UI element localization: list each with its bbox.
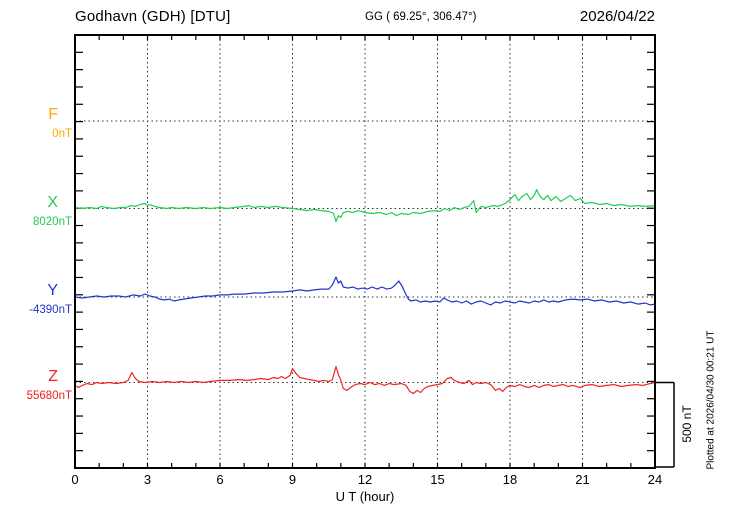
x-tick-label-15: 15 bbox=[430, 472, 445, 487]
x-tick-label-3: 3 bbox=[143, 472, 152, 487]
plot-date: 2026/04/22 bbox=[579, 8, 655, 25]
x-tick-label-21: 21 bbox=[575, 472, 590, 487]
trace-Z bbox=[74, 365, 656, 395]
station-title: Godhavn (GDH) [DTU] bbox=[75, 8, 231, 25]
component-label-F: F bbox=[48, 106, 58, 123]
x-tick-label-0: 0 bbox=[71, 472, 79, 487]
scale-bar-label: 500 nT bbox=[680, 405, 694, 443]
component-baseline-value-Z: 55680nT bbox=[26, 389, 72, 402]
x-tick-label-24: 24 bbox=[647, 472, 663, 487]
component-label-Y: Y bbox=[47, 282, 58, 299]
trace-X bbox=[74, 189, 656, 223]
x-tick-label-18: 18 bbox=[502, 472, 518, 487]
trace-Y bbox=[74, 276, 656, 306]
plotted-at-timestamp: Plotted at 2026/04/30 00:21 UT bbox=[705, 330, 717, 470]
component-baseline-value-X: 8020nT bbox=[32, 215, 72, 228]
x-tick-label-6: 6 bbox=[216, 472, 224, 487]
x-tick-label-12: 12 bbox=[357, 472, 373, 487]
x-axis-title: U T (hour) bbox=[335, 489, 395, 504]
x-tick-label-9: 9 bbox=[288, 472, 297, 487]
component-baseline-value-Y: -4390nT bbox=[29, 304, 72, 316]
component-label-X: X bbox=[47, 193, 58, 211]
geographic-coordinates: GG ( 69.25°, 306.47°) bbox=[365, 11, 477, 23]
plot-frame bbox=[74, 34, 656, 469]
component-baseline-value-F: 0nT bbox=[52, 128, 72, 140]
component-label-Z: Z bbox=[48, 367, 58, 385]
